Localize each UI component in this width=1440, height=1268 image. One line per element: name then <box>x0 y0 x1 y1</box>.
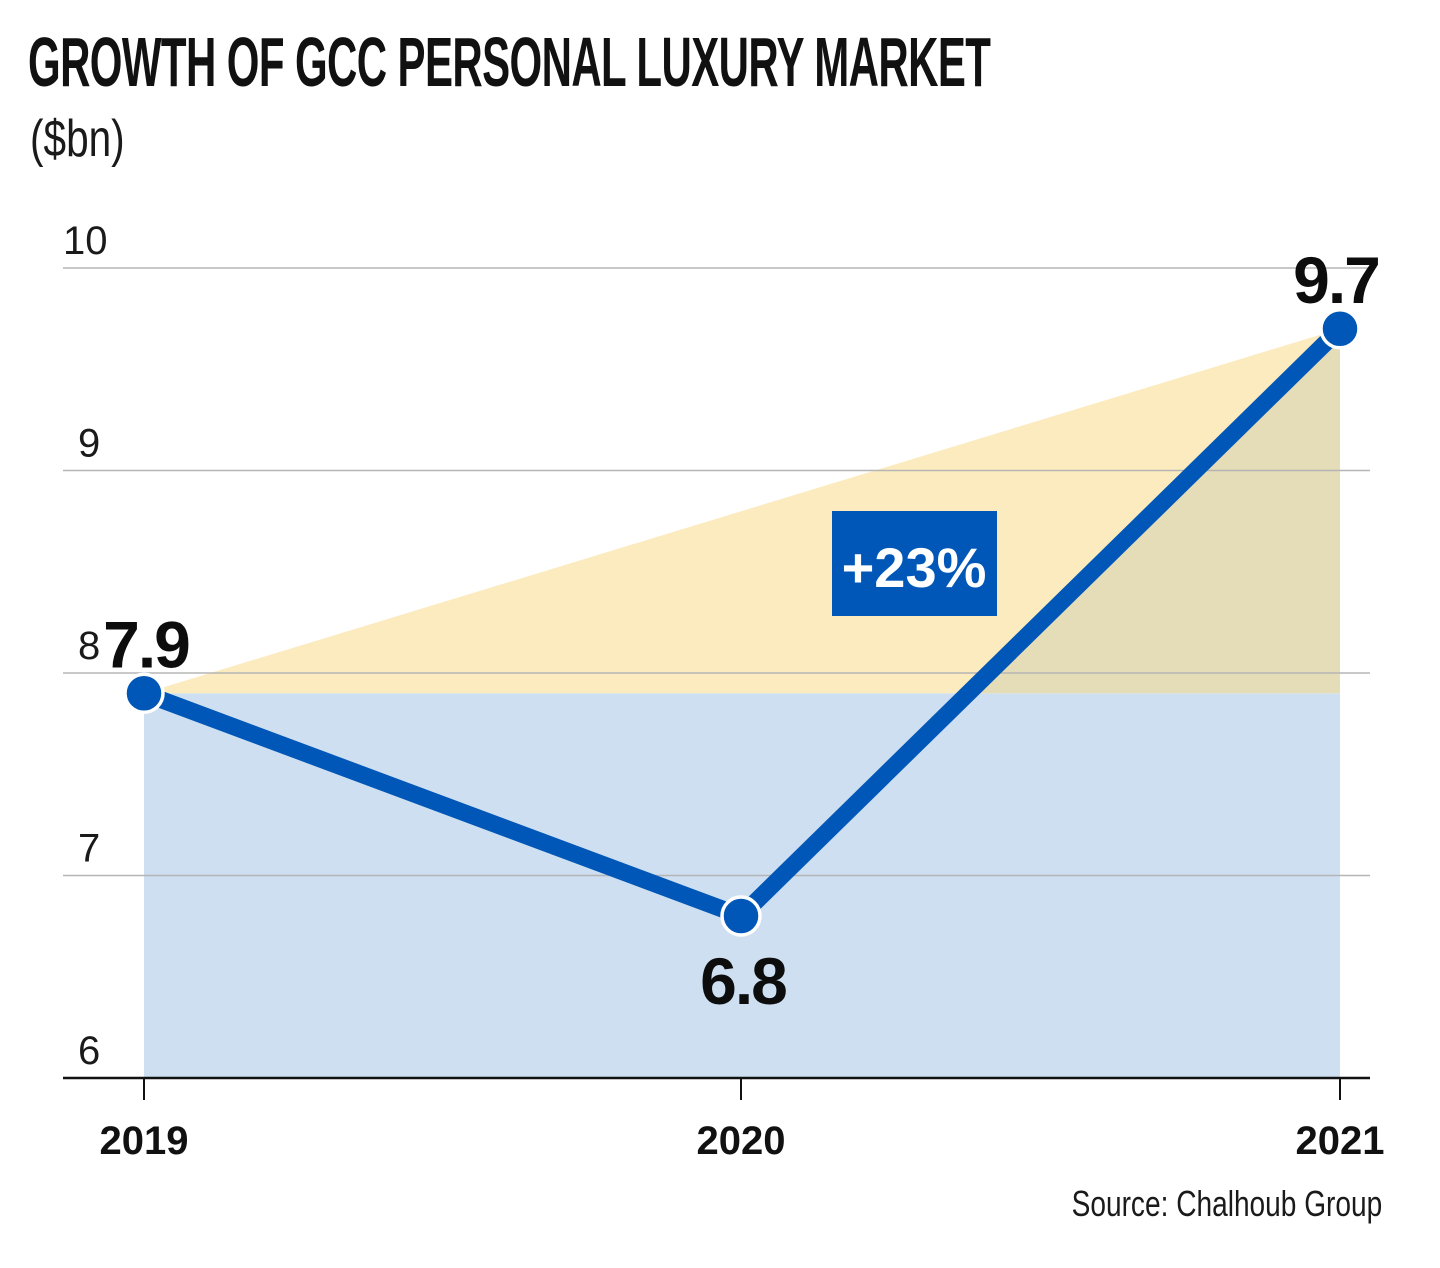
chart-title: GROWTH OF GCC PERSONAL LUXURY MARKET <box>28 23 991 101</box>
data-label: 6.8 <box>700 944 786 1018</box>
data-label: 7.9 <box>103 607 189 681</box>
x-tick-label: 2020 <box>697 1119 786 1163</box>
growth-badge <box>832 511 997 616</box>
chart-labels: 6 7 8 9 10 2019 2020 2021 7.9 6.8 9.7 +23% <box>63 219 1384 1163</box>
x-tick-label: 2019 <box>100 1119 189 1163</box>
data-point <box>123 672 165 714</box>
baseline-area <box>144 693 1340 1078</box>
growth-badge-text: +23% <box>842 536 987 599</box>
x-tick-label: 2021 <box>1296 1119 1385 1163</box>
growth-wedge-area <box>144 328 1340 694</box>
y-tick-label: 8 <box>78 624 100 668</box>
y-tick-label: 7 <box>78 827 100 871</box>
y-tick-label: 10 <box>63 219 108 263</box>
y-tick-label: 6 <box>78 1029 100 1073</box>
source-note: Source: Chalhoub Group <box>1071 1183 1382 1224</box>
axes <box>63 1076 1370 1100</box>
data-point <box>1319 308 1361 350</box>
data-label: 9.7 <box>1293 243 1379 317</box>
chart-unit-subtitle: ($bn) <box>30 110 125 168</box>
grid-lines <box>63 267 1370 877</box>
data-point <box>720 895 762 937</box>
y-tick-label: 9 <box>78 422 100 466</box>
chart-areas <box>144 328 1340 1078</box>
series-line <box>123 308 1361 937</box>
